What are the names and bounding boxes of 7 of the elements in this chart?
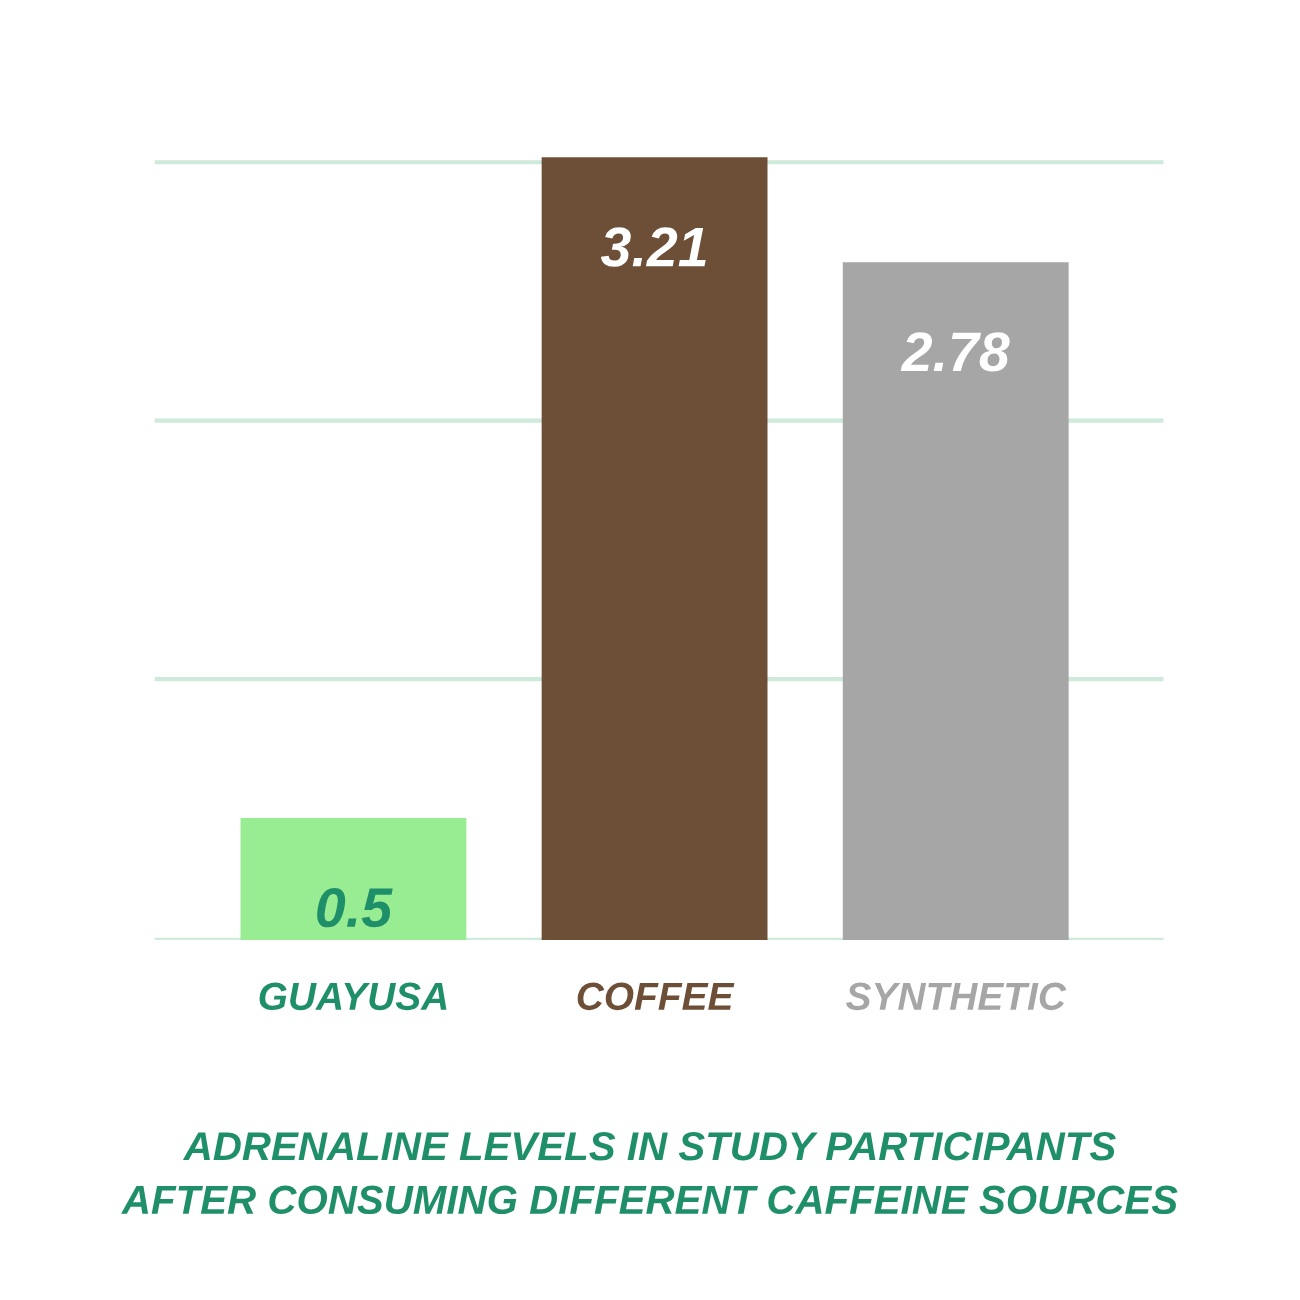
x-tick-label: COFFEE [577, 982, 735, 1011]
data-label: 3.21 [600, 227, 706, 267]
text: ADRENALINE LEVELS IN STUDY PARTICIPANTS AFTER CONSUMING DIFFERENT CAFFEINE SOURCES [121, 1131, 1178, 1215]
data-label: 2.78 [900, 332, 1010, 372]
x-tick-label: GUAYUSA [259, 982, 447, 1011]
x-tick-label: SYNTHETIC [846, 982, 1067, 1011]
data-label: 0.5 [317, 888, 393, 928]
